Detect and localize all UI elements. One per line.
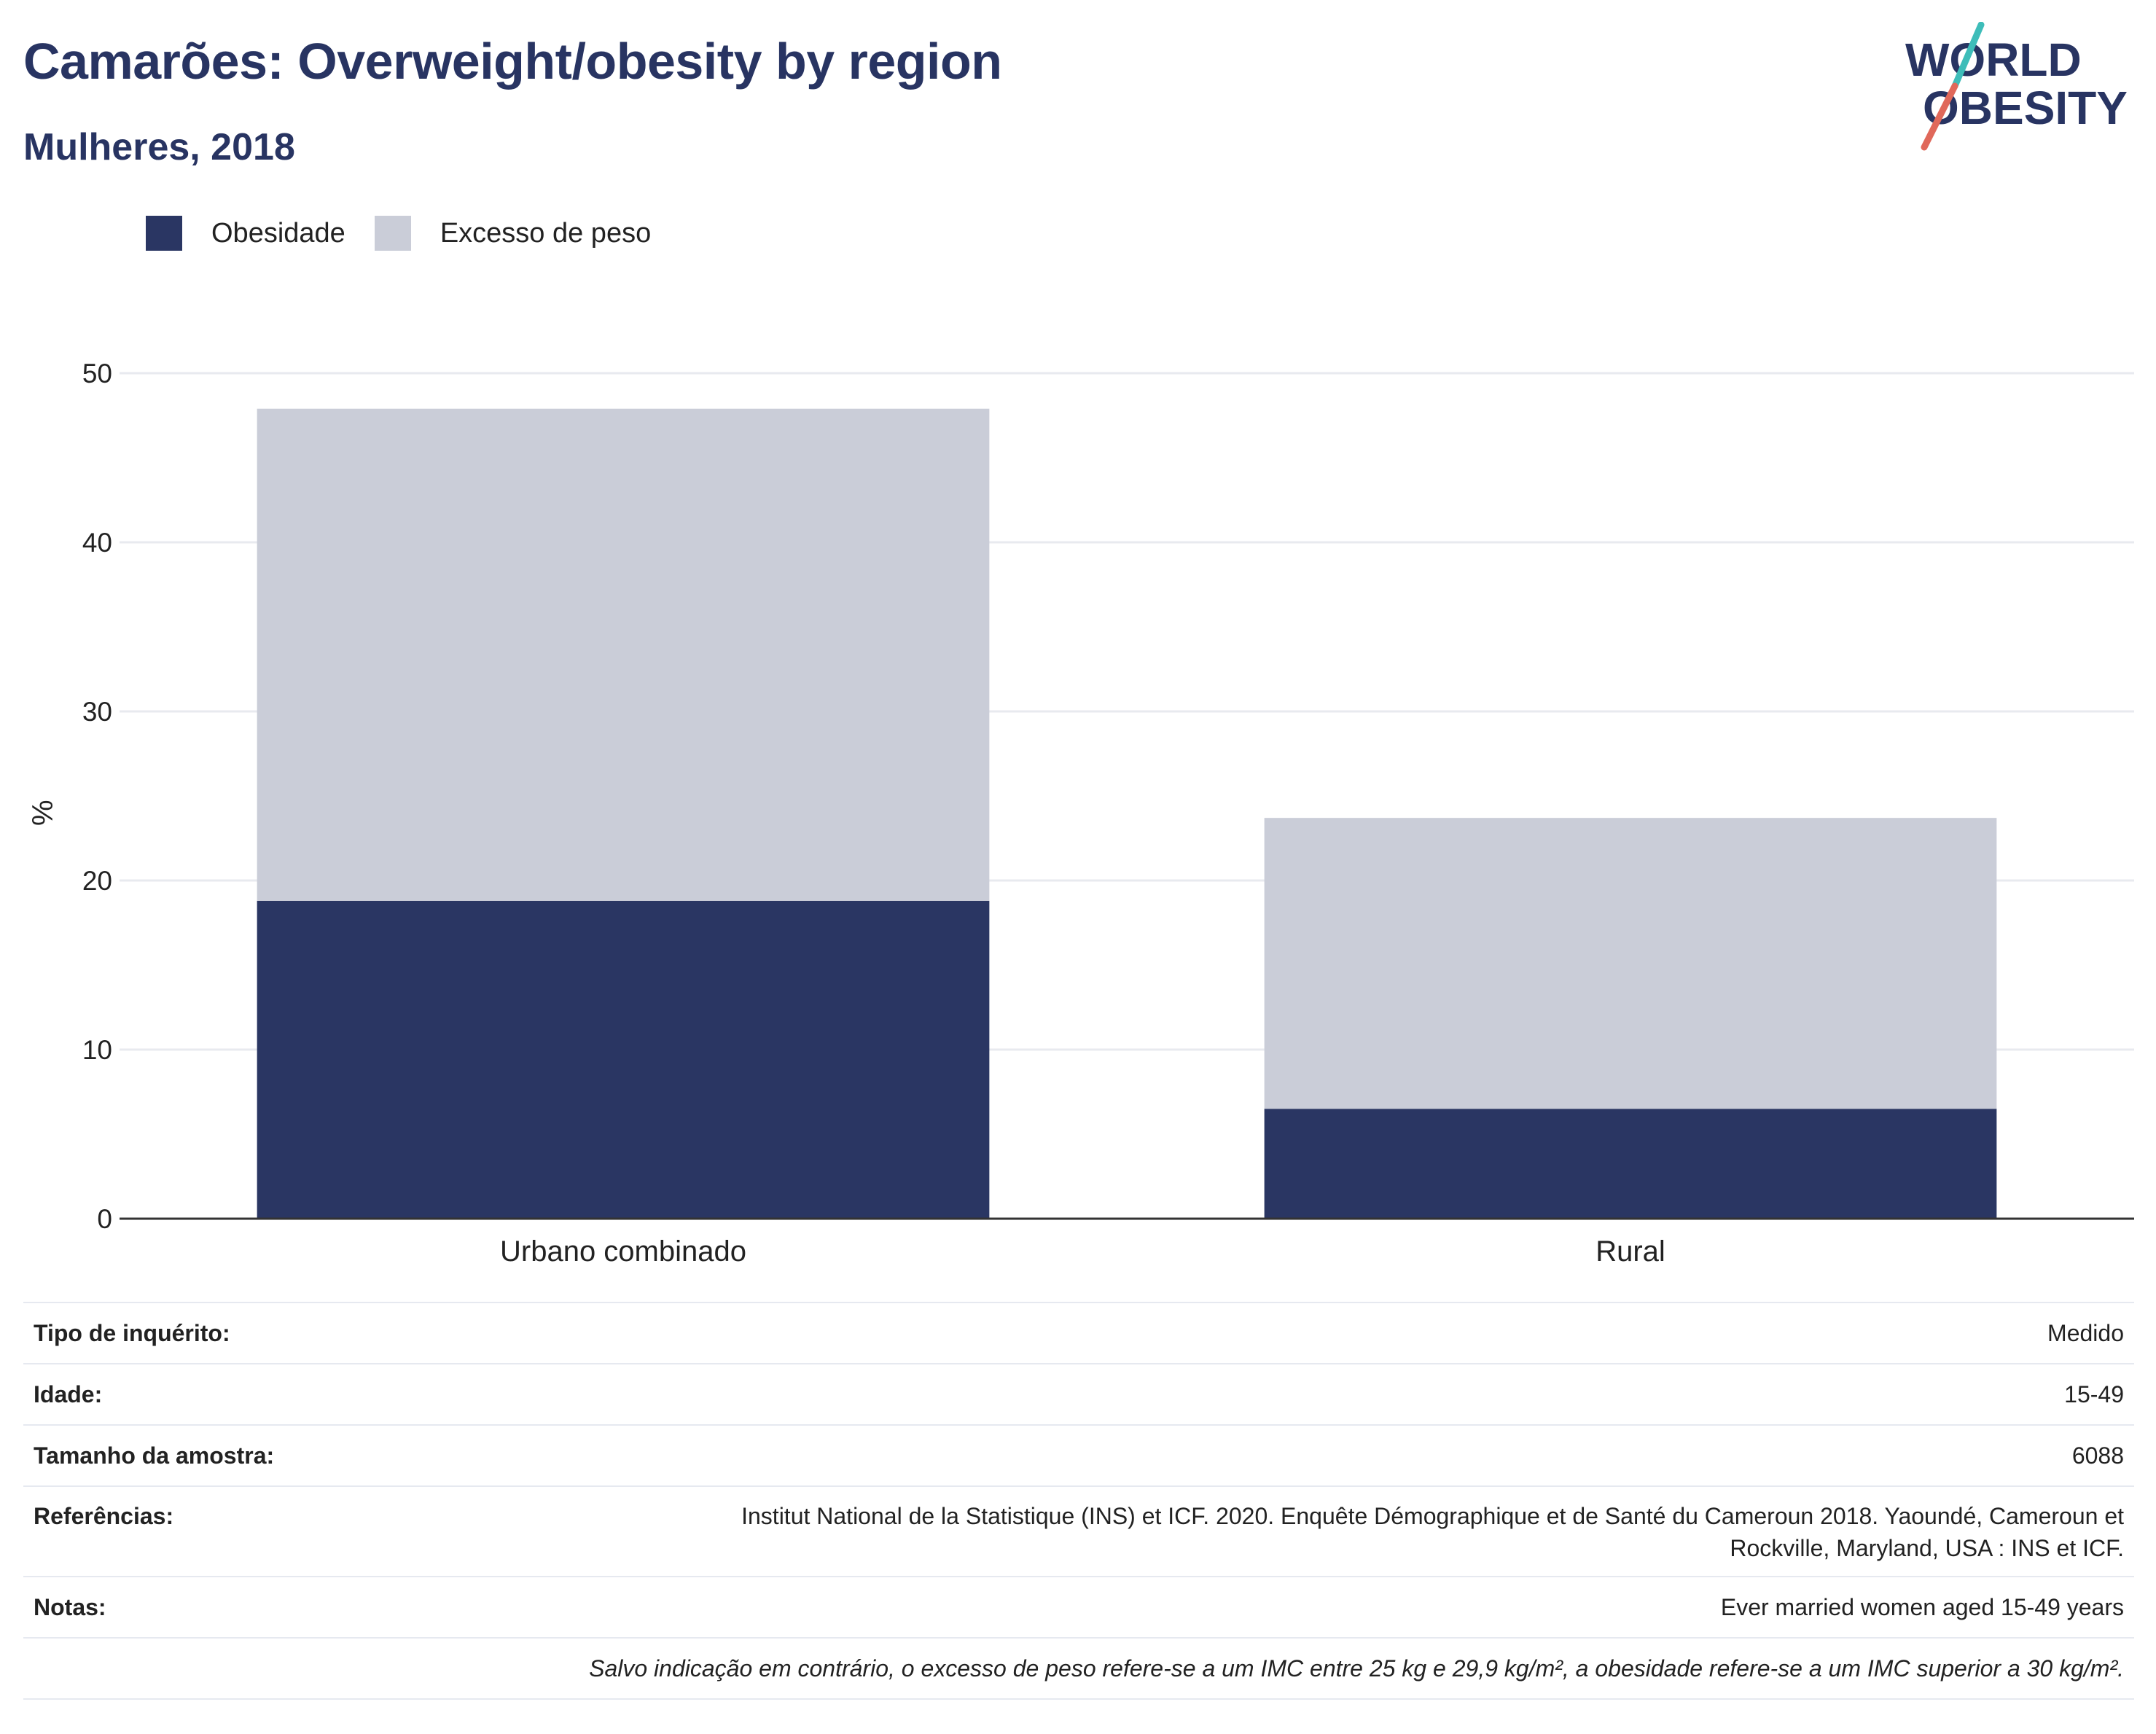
legend-item-overweight[interactable]: Excesso de peso — [374, 216, 652, 251]
legend-label-obesity: Obesidade — [211, 217, 345, 249]
logo-word-world: WORLD — [1905, 34, 2082, 86]
logo-slash-bottom — [1921, 82, 1958, 151]
legend-swatch-obesity — [146, 216, 182, 251]
world-obesity-logo: WORLD OBESITY — [1905, 22, 2128, 151]
chart-legend: Obesidade Excesso de peso — [146, 216, 680, 251]
y-tick-label: 0 — [97, 1204, 112, 1234]
info-row-survey-type: Tipo de inquérito: Medido — [23, 1302, 2134, 1364]
info-row-footnote: Salvo indicação em contrário, o excesso … — [23, 1638, 2134, 1700]
survey-type-value: Medido — [481, 1302, 2134, 1364]
logo-word-obesity: OBESITY — [1923, 82, 2128, 134]
references-label: Referências: — [23, 1486, 481, 1577]
references-value: Institut National de la Statistique (INS… — [481, 1486, 2134, 1577]
info-row-references: Referências: Institut National de la Sta… — [23, 1486, 2134, 1577]
notes-label: Notas: — [23, 1577, 481, 1639]
bar-segment-obesity — [1264, 1109, 1997, 1219]
footnote: Salvo indicação em contrário, o excesso … — [23, 1638, 2134, 1700]
survey-type-label: Tipo de inquérito: — [23, 1302, 481, 1364]
bar-chart: 0 10 20 30 40 50% Urbano combinado Rural — [27, 359, 2134, 1268]
chart-subtitle: Mulheres, 2018 — [23, 126, 295, 168]
notes-value: Ever married women aged 15-49 years — [481, 1577, 2134, 1639]
y-tick-label: 50 — [82, 359, 112, 388]
y-tick-label: 10 — [82, 1035, 112, 1065]
age-value: 15-49 — [481, 1364, 2134, 1426]
info-row-notes: Notas: Ever married women aged 15-49 yea… — [23, 1577, 2134, 1639]
legend-item-obesity[interactable]: Obesidade — [146, 216, 345, 251]
info-row-age: Idade: 15-49 — [23, 1364, 2134, 1426]
sample-size-label: Tamanho da amostra: — [23, 1425, 481, 1487]
x-tick-label: Rural — [1595, 1235, 1665, 1268]
age-label: Idade: — [23, 1364, 481, 1426]
logo-slash-top — [1951, 22, 1985, 90]
chart-title: Camarões: Overweight/obesity by region — [23, 33, 1002, 90]
info-row-sample-size: Tamanho da amostra: 6088 — [23, 1425, 2134, 1487]
legend-swatch-overweight — [374, 216, 411, 251]
legend-label-overweight: Excesso de peso — [440, 217, 652, 249]
bar-segment-overweight — [257, 408, 990, 901]
references-line-1: Institut National de la Statistique (INS… — [741, 1503, 2124, 1529]
bar-segment-obesity — [257, 900, 990, 1219]
x-tick-label: Urbano combinado — [500, 1235, 746, 1268]
y-tick-label: 30 — [82, 697, 112, 727]
y-tick-label: 40 — [82, 528, 112, 558]
y-tick-label: 20 — [82, 866, 112, 896]
bar-segment-overweight — [1264, 818, 1997, 1109]
references-line-2: Rockville, Maryland, USA : INS et ICF. — [1730, 1535, 2124, 1561]
sample-size-value: 6088 — [481, 1425, 2134, 1487]
y-axis-label: % — [27, 800, 59, 826]
survey-info-table: Tipo de inquérito: Medido Idade: 15-49 T… — [23, 1302, 2134, 1700]
